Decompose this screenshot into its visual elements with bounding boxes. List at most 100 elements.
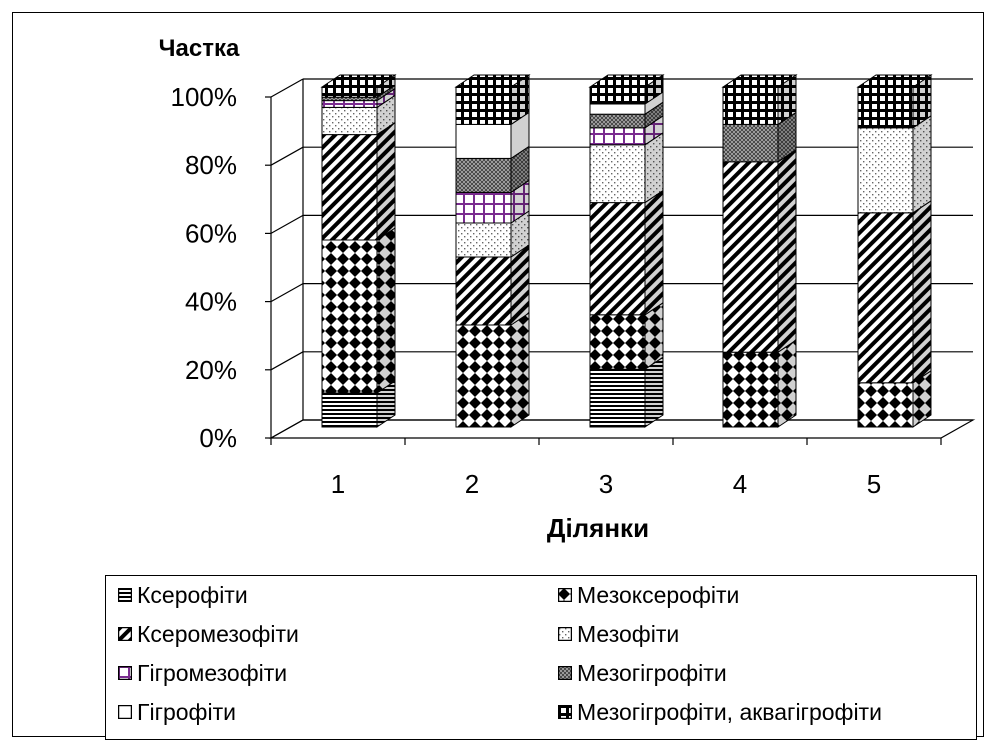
bar-segment — [455, 145, 530, 194]
bar-front-face — [321, 86, 378, 98]
y-tick-label: 100% — [171, 82, 238, 112]
legend-label: Мезофіти — [577, 620, 680, 647]
legend-item: Ксерофіти — [118, 580, 248, 610]
bar-segment — [321, 121, 396, 241]
legend-swatch — [558, 666, 572, 680]
legend-item: Мезогігрофіти — [558, 658, 727, 688]
bar-side-shade — [511, 112, 529, 159]
bar-side-shade — [913, 200, 931, 383]
bar-front-face — [321, 100, 378, 108]
legend-item: Мезогігрофіти, аквагігрофіти — [558, 697, 882, 727]
bar-front-face — [722, 123, 779, 163]
chart-frame: 0% 20% 40% 60% 80% 100% 1 2 3 4 5 Частка Ділянки Ксе… — [12, 12, 984, 740]
bar-segment — [589, 301, 664, 371]
bar-side-shade — [377, 122, 395, 240]
y-tick-label: 0% — [199, 423, 237, 453]
bar-front-face — [722, 351, 779, 428]
bar-front-face — [857, 212, 914, 384]
bar-top-face — [320, 74, 397, 88]
bar-segment — [589, 356, 664, 428]
bar-top-face — [721, 74, 798, 88]
bar-front-face — [321, 134, 378, 241]
legend-label: Мезоксерофіти — [577, 581, 740, 608]
legend-swatch — [118, 705, 132, 719]
y-tick-label: 40% — [185, 287, 237, 317]
bar-front-face — [589, 368, 646, 428]
bar-side-shade — [645, 75, 663, 104]
bar-front-face — [455, 191, 512, 224]
bar-side-shade — [645, 115, 663, 145]
legend-label: Гігромезофіти — [137, 659, 288, 686]
bar-front-face — [321, 106, 378, 136]
legend-label: Ксеромезофіти — [137, 620, 299, 647]
bar-front-face — [589, 103, 646, 115]
bar-front-face — [455, 86, 512, 125]
legend-swatch — [558, 588, 572, 602]
bar-front-face — [455, 123, 512, 159]
x-axis-title: Ділянки — [547, 513, 649, 543]
legend-item: Гігрофіти — [118, 697, 236, 727]
bar-front-face — [589, 202, 646, 316]
gridline-diagonal — [270, 283, 304, 303]
gridline-diagonal — [270, 214, 304, 234]
bar-segment — [321, 380, 396, 428]
gridline-diagonal — [270, 351, 304, 371]
bar-side-shade — [377, 228, 395, 393]
bar-side-shade — [645, 302, 663, 370]
bar-top-face — [856, 74, 933, 88]
legend-swatch — [118, 588, 132, 602]
legend-swatch — [118, 627, 132, 641]
bar-side-shade — [913, 115, 931, 213]
bar-segment — [857, 114, 932, 214]
legend-item: Мезофіти — [558, 619, 679, 649]
bar-side-shade — [377, 88, 395, 108]
bar-side-shade — [645, 132, 663, 203]
bar-side-shade — [511, 180, 529, 223]
bar-side-shade — [645, 190, 663, 315]
bar-side-shade — [645, 357, 663, 427]
bar-side-shade — [511, 146, 529, 193]
x-tick-label: 5 — [867, 469, 881, 499]
bar-side-shade — [778, 340, 796, 427]
bar-side-shade — [778, 75, 796, 125]
legend-item: Гігромезофіти — [118, 658, 287, 688]
bar-side-shade — [377, 75, 395, 98]
bar-segment — [589, 189, 664, 316]
bar-segment — [857, 199, 932, 384]
bar-segment — [722, 148, 797, 354]
x-tick-label: 4 — [733, 469, 747, 499]
bar-segment — [455, 74, 530, 126]
bar-front-face — [589, 144, 646, 204]
bar-side-shade — [913, 75, 931, 128]
bar-segment — [589, 114, 664, 146]
bar-side-shade — [645, 92, 663, 115]
legend-label: Мезогігрофіти, аквагігрофіти — [577, 698, 882, 725]
legend-swatch — [558, 627, 572, 641]
legend-item: Ксеромезофіти — [118, 619, 299, 649]
y-tick-label: 60% — [185, 218, 237, 248]
bar-front-face — [455, 256, 512, 326]
bar-front-face — [857, 127, 914, 214]
y-axis-title: Частка — [159, 35, 240, 62]
bar-segment — [589, 74, 664, 105]
bar-side-shade — [377, 95, 395, 135]
bar-side-shade — [778, 112, 796, 162]
bar-front-face — [589, 86, 646, 105]
bar-side-shade — [778, 149, 796, 353]
bar-side-shade — [645, 102, 663, 128]
bar-front-face — [722, 86, 779, 125]
bar-top-face — [588, 74, 665, 88]
y-tick-label: 20% — [185, 355, 237, 385]
chart-legend: Ксерофіти Мезоксерофіти Ксеромезофіти Мезоф… — [105, 575, 977, 740]
gridline-diagonal — [270, 78, 304, 98]
bar-side-shade — [511, 211, 529, 257]
bar-segment — [857, 369, 932, 428]
legend-swatch — [118, 666, 132, 680]
legend-swatch — [558, 705, 572, 719]
x-tick-label: 2 — [465, 469, 479, 499]
legend-label: Ксерофіти — [137, 581, 248, 608]
bar-segment — [455, 179, 530, 224]
bar-side-shade — [377, 85, 395, 101]
bar-front-face — [455, 324, 512, 428]
gridline-diagonal — [270, 419, 304, 439]
